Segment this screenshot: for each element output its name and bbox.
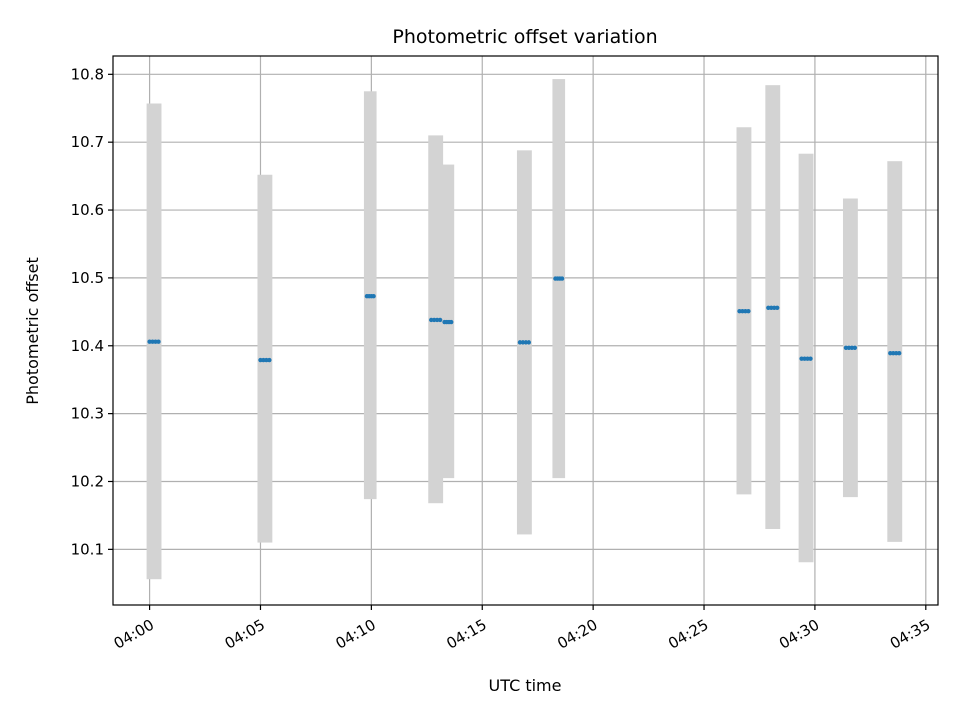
data-point — [526, 340, 532, 345]
data-point — [852, 345, 858, 351]
x-axis-label: UTC time — [489, 676, 562, 695]
y-axis-label: Photometric offset — [23, 257, 42, 405]
data-point — [775, 305, 780, 310]
y-tick-label: 10.6 — [71, 201, 104, 219]
data-point — [371, 294, 376, 299]
y-tick-label: 10.7 — [71, 133, 104, 151]
data-point — [896, 351, 902, 356]
data-point — [437, 317, 443, 323]
plot-area-frame — [112, 55, 939, 606]
y-tick-label: 10.3 — [71, 405, 104, 423]
data-point — [559, 276, 565, 281]
data-points-layer — [147, 276, 902, 363]
chart-title: Photometric offset variation — [392, 26, 657, 48]
y-tick-label: 10.1 — [71, 540, 104, 558]
y-tick-label: 10.8 — [71, 65, 104, 83]
range-bar — [887, 161, 903, 542]
data-point — [449, 319, 454, 325]
y-tick-label: 10.4 — [71, 337, 104, 355]
data-point — [267, 357, 272, 363]
y-tick-label: 10.5 — [71, 269, 104, 287]
data-point — [156, 339, 161, 344]
data-point — [746, 308, 751, 314]
y-tick-label: 10.2 — [71, 472, 104, 490]
data-point — [808, 356, 813, 361]
